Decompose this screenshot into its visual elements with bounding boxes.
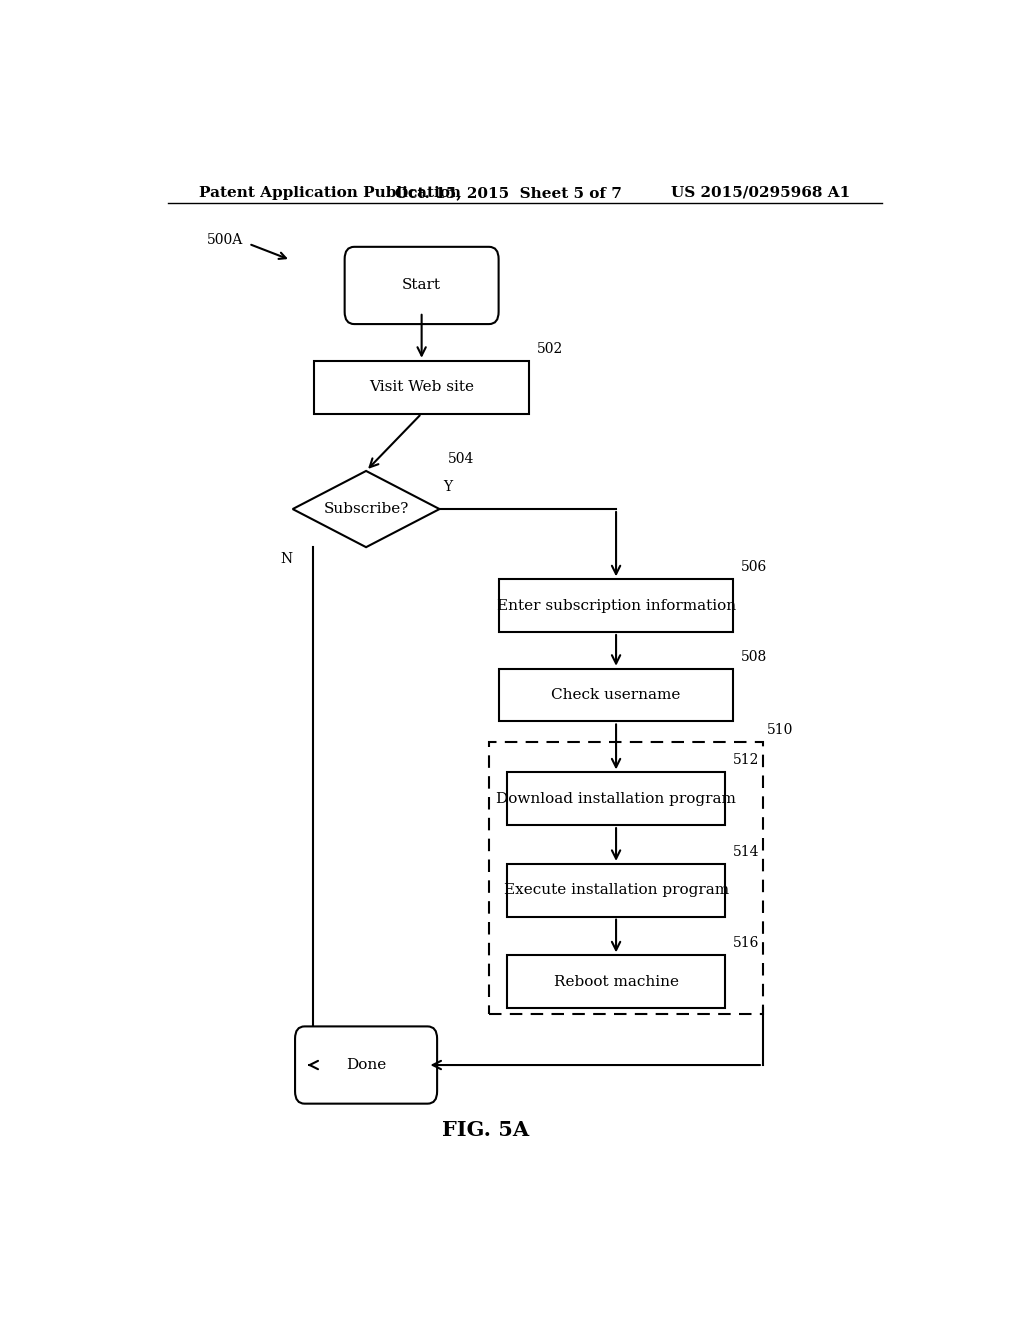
Text: Subscribe?: Subscribe? [324, 502, 409, 516]
Text: Download installation program: Download installation program [496, 792, 736, 805]
Text: Oct. 15, 2015  Sheet 5 of 7: Oct. 15, 2015 Sheet 5 of 7 [395, 186, 623, 199]
Text: FIG. 5A: FIG. 5A [441, 1121, 528, 1140]
Bar [499, 669, 733, 722]
Text: 508: 508 [741, 649, 767, 664]
FancyBboxPatch shape [345, 247, 499, 325]
Text: Visit Web site: Visit Web site [369, 380, 474, 395]
Bar [507, 956, 725, 1008]
Polygon shape [293, 471, 439, 548]
Text: 502: 502 [537, 342, 563, 355]
Text: 512: 512 [733, 754, 760, 767]
Bar [507, 863, 725, 916]
Text: Done: Done [346, 1059, 386, 1072]
Bar [507, 772, 725, 825]
Text: Patent Application Publication: Patent Application Publication [200, 186, 462, 199]
Text: Y: Y [443, 479, 453, 494]
Bar [499, 579, 733, 632]
Text: Enter subscription information: Enter subscription information [497, 598, 735, 612]
Text: Reboot machine: Reboot machine [554, 974, 679, 989]
Text: Start: Start [402, 279, 441, 293]
Text: US 2015/0295968 A1: US 2015/0295968 A1 [671, 186, 850, 199]
Text: 510: 510 [767, 723, 794, 737]
Text: Check username: Check username [551, 688, 681, 702]
Text: 504: 504 [447, 451, 474, 466]
Text: Execute installation program: Execute installation program [504, 883, 729, 898]
Bar [489, 742, 763, 1014]
FancyBboxPatch shape [295, 1027, 437, 1104]
Text: N: N [281, 552, 293, 566]
Text: 516: 516 [733, 936, 760, 950]
Text: 506: 506 [741, 560, 767, 574]
Text: 514: 514 [733, 845, 760, 859]
Bar [314, 360, 528, 413]
Text: 500A: 500A [207, 232, 244, 247]
